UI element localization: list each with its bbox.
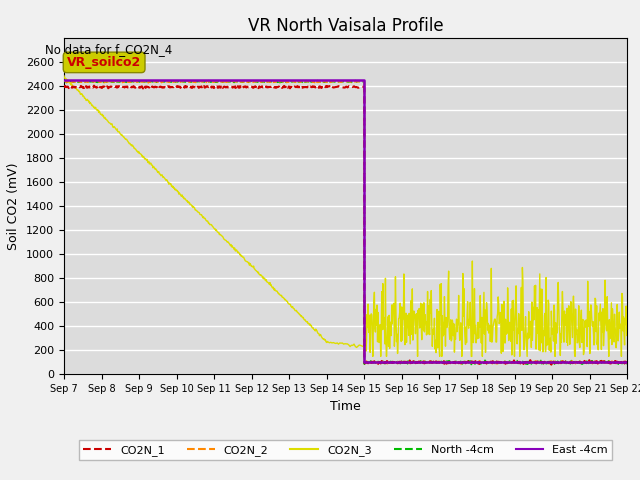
Y-axis label: Soil CO2 (mV): Soil CO2 (mV) [8,163,20,250]
Text: VR_soilco2: VR_soilco2 [67,56,141,69]
X-axis label: Time: Time [330,400,361,413]
Legend: CO2N_1, CO2N_2, CO2N_3, North -4cm, East -4cm: CO2N_1, CO2N_2, CO2N_3, North -4cm, East… [79,441,612,460]
Title: VR North Vaisala Profile: VR North Vaisala Profile [248,17,444,36]
Text: No data for f_CO2N_4: No data for f_CO2N_4 [45,43,172,56]
